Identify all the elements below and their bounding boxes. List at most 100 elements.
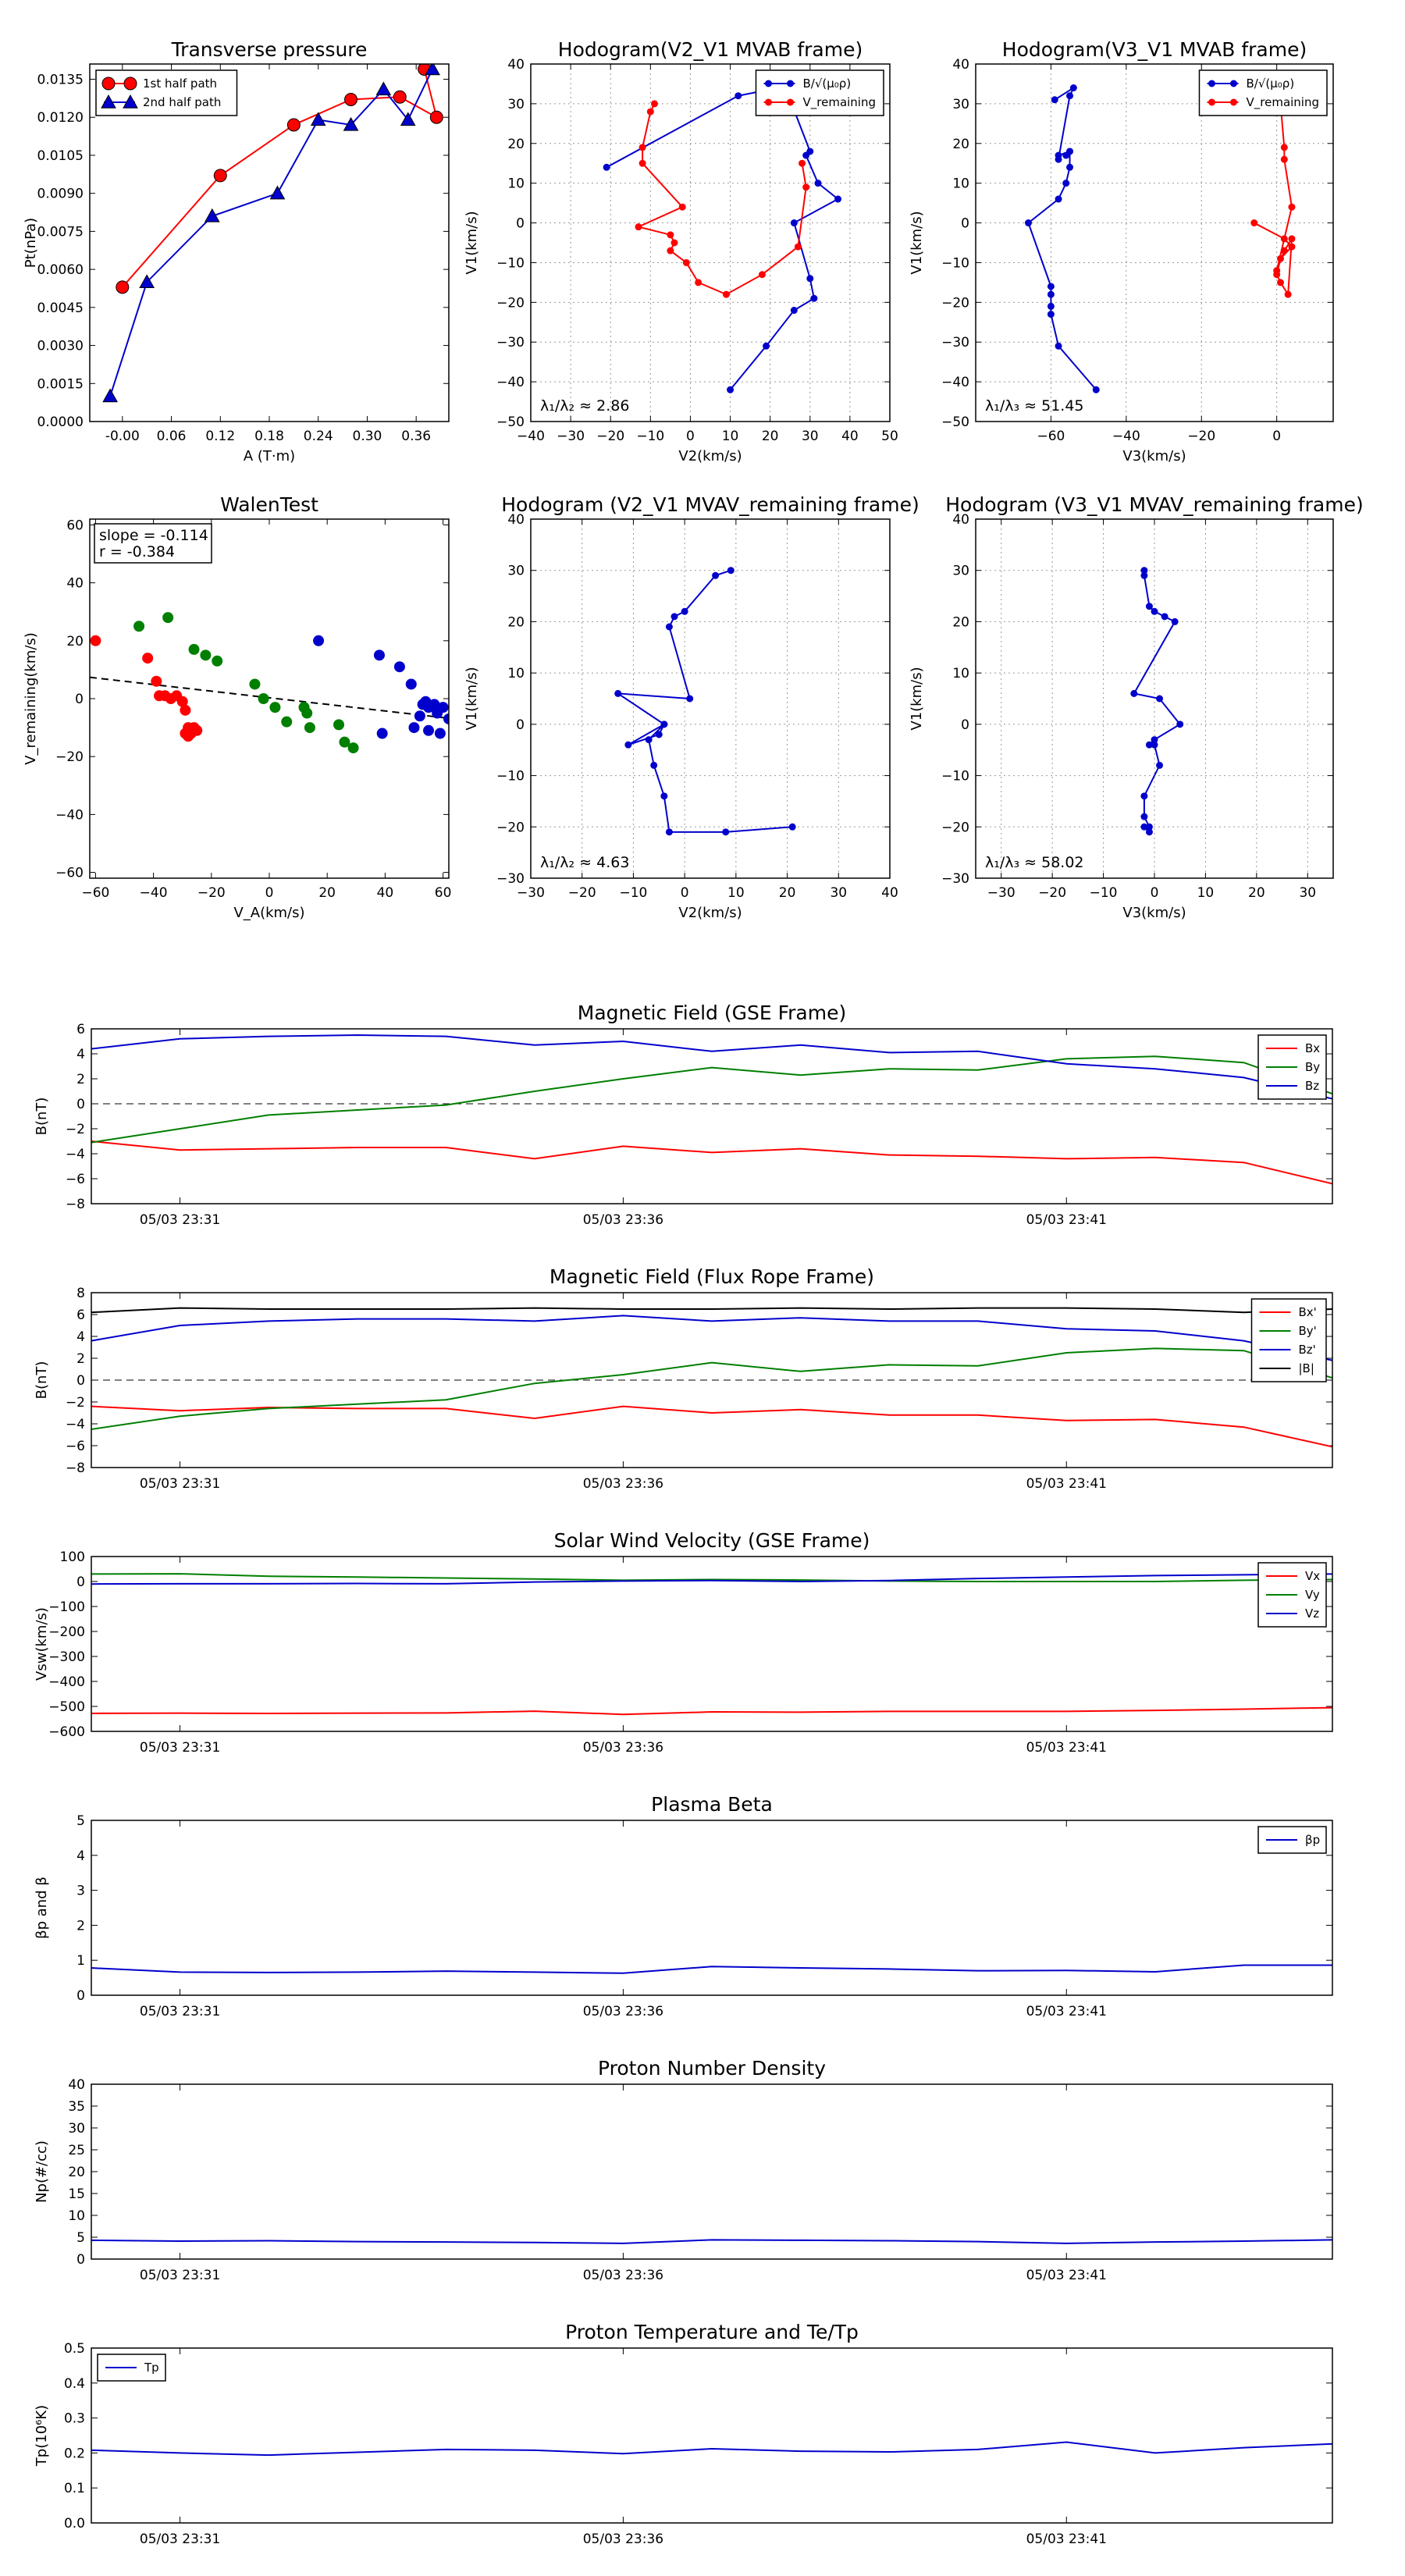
series-point [681, 607, 688, 615]
y-tick-label: 8 [76, 1286, 85, 1301]
y-tick-label: −4 [66, 1417, 85, 1432]
series-point [1047, 290, 1055, 298]
series-line [635, 103, 807, 296]
y-tick-label: 0.0030 [37, 339, 84, 354]
plot-area [91, 2441, 1332, 2457]
series-point [667, 247, 674, 254]
legend-swatch-marker [101, 94, 116, 109]
timeseries-bgse: Magnetic Field (GSE Frame) B(nT) −8 −6 −4 −2 0… [34, 1002, 1333, 1228]
y-tick-label: 20 [952, 614, 969, 630]
series-point [1161, 613, 1168, 621]
y-axis-label: V_remaining(km/s) [23, 632, 39, 765]
series-point [1047, 302, 1055, 310]
y-tick-label: 15 [68, 2186, 85, 2202]
y-axis-label: V1(km/s) [909, 211, 925, 274]
series-line [91, 1307, 1332, 1314]
x-tick-label: −60 [1037, 429, 1065, 444]
x-tick-label: −30 [557, 429, 585, 444]
x-tick-label: 10 [1197, 885, 1215, 901]
stats-frame [94, 523, 212, 564]
series-point [686, 695, 694, 703]
series-point [1140, 813, 1148, 820]
y-tick-label: −30 [941, 335, 969, 350]
x-tick-label: −20 [568, 885, 596, 901]
series-point [788, 823, 796, 831]
x-tick-label: 0 [686, 429, 695, 444]
timeseries-bfr: Magnetic Field (Flux Rope Frame) B(nT) −8 −… [34, 1265, 1333, 1492]
y-tick-label: 100 [60, 1550, 85, 1565]
scatter-point [393, 661, 405, 673]
y-tick-label: −200 [48, 1624, 85, 1640]
y-tick-label: 40 [952, 57, 969, 73]
y-tick-label: 20 [66, 634, 84, 649]
x-tick-label: 10 [727, 885, 745, 901]
plot-area [1024, 84, 1296, 393]
scatter-point [373, 649, 385, 661]
x-tick-label: 60 [435, 885, 452, 901]
scatter-point [301, 707, 313, 719]
legend-label: βp [1305, 1833, 1320, 1847]
scatter-point [90, 635, 101, 646]
legend-label: Tp [144, 2361, 159, 2375]
scatter-point [151, 675, 162, 687]
x-tick-label: −60 [81, 885, 109, 901]
x-tick-label: −30 [517, 885, 545, 901]
y-tick-label: −4 [66, 1147, 85, 1162]
plot-frame [91, 1292, 1333, 1468]
series-point [667, 231, 674, 239]
x-tick-label: 05/03 23:41 [1026, 1476, 1107, 1492]
series-point [806, 275, 814, 283]
series-line [91, 2441, 1332, 2457]
series-point [802, 183, 810, 191]
y-axis-label: Np(#/cc) [34, 2140, 50, 2203]
y-tick-label: 1 [76, 1953, 85, 1969]
series-point [1055, 155, 1062, 163]
legend-frame [755, 69, 884, 116]
series-point [665, 623, 673, 631]
chart-h1: −40 −30 −20 −10 0 10 20 30 40 50−50−40−30−20−1001… [464, 38, 898, 464]
series-point [1250, 219, 1258, 227]
scatter-point [281, 716, 293, 728]
x-tick-label: −10 [1090, 885, 1118, 901]
fit-line [90, 676, 449, 720]
series-point [655, 731, 663, 738]
legend-label: |B| [1299, 1361, 1314, 1375]
series-line [91, 1034, 1332, 1100]
series-point [1140, 792, 1148, 800]
x-tick-label: 05/03 23:41 [1026, 2268, 1107, 2283]
series-point [213, 169, 227, 183]
y-tick-label: 4 [76, 1848, 85, 1864]
panel-title: Solar Wind Velocity (GSE Frame) [554, 1529, 870, 1552]
series-point [735, 92, 742, 100]
y-tick-label: 30 [507, 564, 525, 579]
y-tick-label: 0.3 [64, 2411, 85, 2427]
series-point [1069, 84, 1077, 92]
series-point [102, 388, 118, 403]
series-line [91, 1140, 1332, 1185]
chart-walen: −60 −40 −20 0 20 40 60 −60 −40 −20 0 20 40 60 WalenTes… [23, 493, 452, 921]
scatter-point [191, 724, 203, 736]
series-point [806, 148, 814, 155]
scatter-point [347, 742, 359, 754]
x-tick-label: -0.00 [105, 429, 140, 444]
series-point [660, 792, 668, 800]
y-tick-label: 30 [952, 97, 969, 112]
y-tick-label: 0 [961, 216, 969, 232]
series-point [1062, 180, 1070, 187]
y-tick-label: −300 [48, 1649, 85, 1665]
series-point [1066, 148, 1074, 155]
y-tick-label: 5 [76, 1813, 85, 1829]
x-tick-label: 05/03 23:31 [140, 2268, 220, 2283]
legend: Vx Vy Vz [1257, 1562, 1327, 1628]
series-line [1027, 85, 1097, 390]
x-tick-label: 0.12 [205, 429, 235, 444]
scatter-point [200, 649, 212, 661]
series-point [1145, 741, 1153, 749]
y-axis-label: Pt(nPa) [23, 218, 39, 268]
x-axis-label: A (T·m) [244, 448, 295, 464]
eigen-ratio-annotation: λ₁/λ₂ ≈ 2.86 [540, 397, 629, 415]
series-point [660, 720, 668, 728]
legend-swatch-marker [787, 98, 794, 106]
x-tick-label: 05/03 23:36 [583, 2532, 663, 2547]
y-tick-label: 0.0105 [37, 148, 84, 164]
